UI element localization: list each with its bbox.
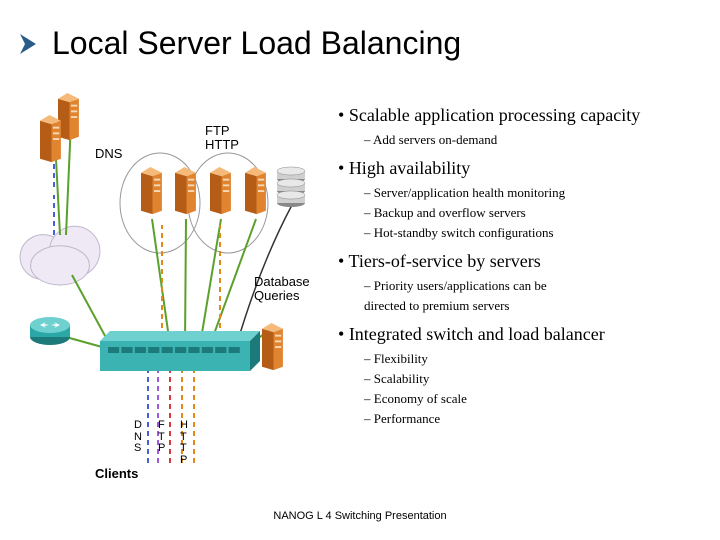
bullet-level-1: Scalable application processing capacity xyxy=(338,105,703,126)
bullet-level-2: Scalability xyxy=(364,371,703,387)
dns-vertical-label: D N S xyxy=(134,420,142,455)
bullet-level-2: directed to premium servers xyxy=(364,298,703,314)
ftp-http-label: FTP HTTP xyxy=(205,124,239,153)
title-arrow-icon xyxy=(20,34,48,56)
bullet-level-2: Flexibility xyxy=(364,351,703,367)
bullet-level-2: Priority users/applications can be xyxy=(364,278,703,294)
bullet-level-1: High availability xyxy=(338,158,703,179)
footer-text: NANOG L 4 Switching Presentation xyxy=(0,510,720,522)
dns-label: DNS xyxy=(95,147,122,161)
ftp-vertical-label: F T P xyxy=(158,420,165,455)
bullet-level-1: Integrated switch and load balancer xyxy=(338,324,703,345)
http-vertical-label: H T T P xyxy=(180,420,188,466)
database-queries-label: Database Queries xyxy=(254,275,310,304)
bullet-level-2: Hot-standby switch configurations xyxy=(364,225,703,241)
bullet-level-2: Economy of scale xyxy=(364,391,703,407)
clients-label: Clients xyxy=(95,467,138,481)
bullet-level-2: Performance xyxy=(364,411,703,427)
bullet-level-1: Tiers-of-service by servers xyxy=(338,251,703,272)
slide-title: Local Server Load Balancing xyxy=(52,25,461,62)
bullet-level-2: Server/application health monitoring xyxy=(364,185,703,201)
bullet-level-2: Backup and overflow servers xyxy=(364,205,703,221)
bullet-level-2: Add servers on-demand xyxy=(364,132,703,148)
bullet-list: Scalable application processing capacity… xyxy=(338,105,703,431)
